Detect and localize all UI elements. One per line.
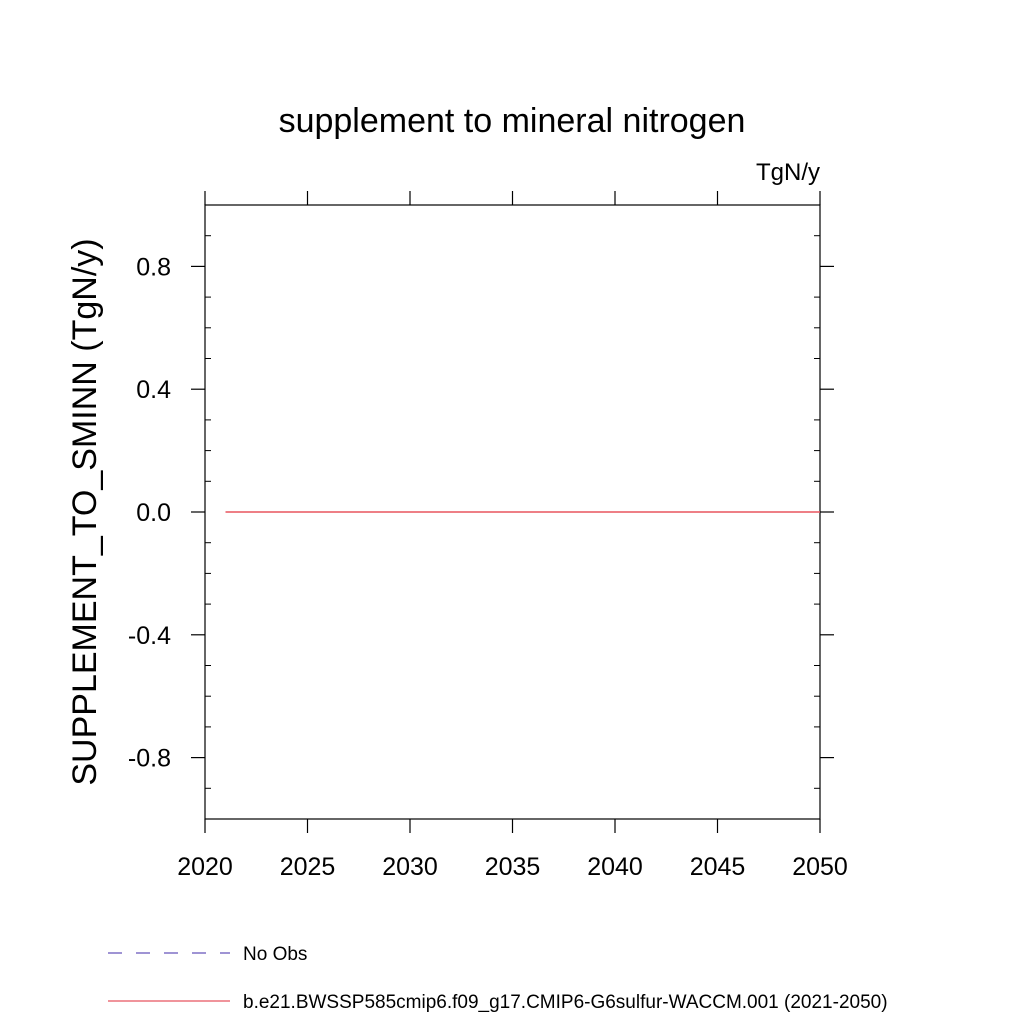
x-tick-label: 2045 <box>690 853 746 881</box>
x-tick-label: 2020 <box>177 853 233 881</box>
y-axis-label: SUPPLEMENT_TO_SMINN (TgN/y) <box>66 238 104 785</box>
y-tick-label: 0.4 <box>136 376 171 404</box>
x-tick-label: 2035 <box>485 853 541 881</box>
y-tick-label: -0.8 <box>128 745 171 773</box>
y-tick-label: -0.4 <box>128 622 171 650</box>
legend: No Obs b.e21.BWSSP585cmip6.f09_g17.CMIP6-… <box>108 944 888 1013</box>
x-tick-label: 2040 <box>587 853 643 881</box>
legend-label-1: No Obs <box>243 944 307 965</box>
x-tick-label: 2025 <box>280 853 336 881</box>
y-tick-label: 0.8 <box>136 253 171 281</box>
axis-tick-labels: 2020 2025 2030 2035 2040 2045 2050 0.8 0.4 0.0 -0.… <box>128 253 848 881</box>
units-label: TgN/y <box>756 159 820 186</box>
x-tick-label: 2050 <box>792 853 848 881</box>
x-tick-label: 2030 <box>382 853 438 881</box>
legend-label-2: b.e21.BWSSP585cmip6.f09_g17.CMIP6-G6sulf… <box>243 992 888 1013</box>
chart-title: supplement to mineral nitrogen <box>279 102 746 140</box>
y-tick-label: 0.0 <box>136 499 171 527</box>
axis-ticks <box>191 191 834 833</box>
